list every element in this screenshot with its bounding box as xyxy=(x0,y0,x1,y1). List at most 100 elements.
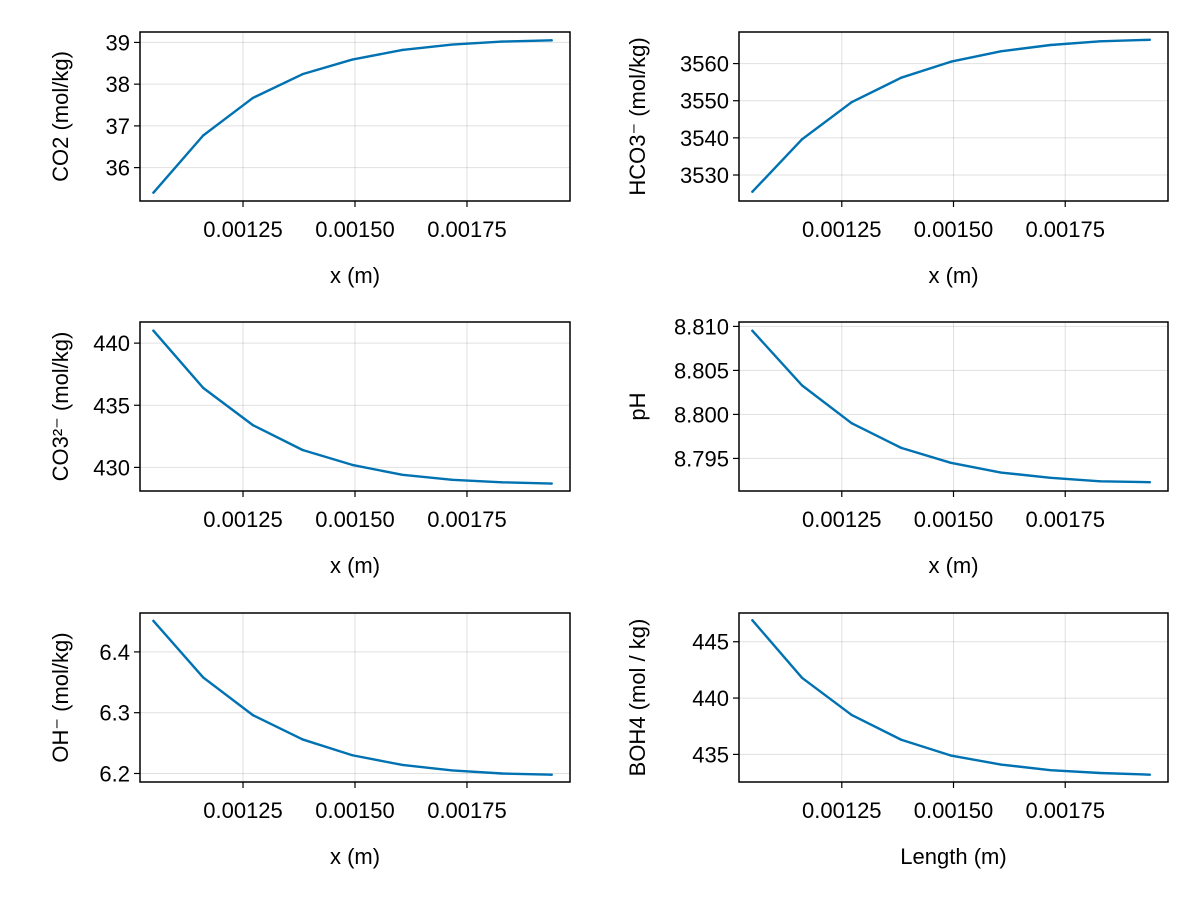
data-point xyxy=(1049,768,1052,772)
data-point xyxy=(900,76,903,79)
data-point xyxy=(550,482,553,485)
panel-hco3: 0.00125 0.00150 0.00175 3530 3540 3550 3560 x (… xyxy=(625,31,1169,288)
panel-ph: 0.00125 0.00150 0.00175 8.795 8.800 8.805 8.81… xyxy=(625,314,1169,578)
x-tick-label: 0.00125 xyxy=(802,507,882,532)
y-axis-title: HCO3⁻ (mol/kg) xyxy=(625,37,650,195)
data-point xyxy=(450,478,454,482)
series-line xyxy=(751,329,1151,484)
x-axis-title: x (m) xyxy=(928,263,978,288)
data-point xyxy=(401,473,404,477)
data-point xyxy=(201,676,205,679)
data-point xyxy=(550,773,553,776)
data-point xyxy=(201,386,205,390)
data-point xyxy=(949,461,953,465)
x-axis-title: x (m) xyxy=(330,263,380,288)
data-point xyxy=(999,50,1003,53)
data-point xyxy=(949,60,953,63)
data-point xyxy=(1098,771,1102,775)
x-tick-label: 0.00150 xyxy=(315,217,395,242)
y-tick-label: 38 xyxy=(106,72,130,97)
y-tick-label: 8.800 xyxy=(674,402,729,427)
data-point xyxy=(201,134,205,137)
y-tick-label: 430 xyxy=(93,455,130,480)
x-tick-label: 0.00125 xyxy=(802,798,882,823)
data-point xyxy=(850,101,853,104)
x-axis-title: x (m) xyxy=(330,553,380,578)
plot-frame xyxy=(738,321,1169,492)
y-tick-label: 8.810 xyxy=(674,314,729,339)
y-tick-label: 3530 xyxy=(680,163,729,188)
y-tick-label: 37 xyxy=(106,114,130,139)
y-axis-title: pH xyxy=(625,392,650,420)
data-point xyxy=(1148,38,1151,41)
data-point xyxy=(1098,480,1102,483)
x-tick-label: 0.00150 xyxy=(315,798,395,823)
x-tick-label: 0.00175 xyxy=(1025,507,1105,532)
x-tick-label: 0.00125 xyxy=(203,507,283,532)
data-point xyxy=(1148,480,1151,484)
data-point xyxy=(850,422,853,425)
plot-frame xyxy=(139,321,571,492)
data-point xyxy=(900,446,903,450)
data-point xyxy=(800,676,804,679)
y-tick-label: 3560 xyxy=(680,52,729,77)
data-point xyxy=(751,619,754,622)
data-point xyxy=(800,384,804,387)
data-point xyxy=(450,43,454,46)
data-point xyxy=(1148,773,1151,776)
y-tick-label: 39 xyxy=(106,30,130,55)
series-line xyxy=(152,329,553,485)
x-tick-label: 0.00125 xyxy=(802,217,882,242)
data-point xyxy=(351,463,354,467)
data-point xyxy=(301,448,304,452)
data-point xyxy=(152,329,155,332)
data-point xyxy=(800,138,804,141)
data-point xyxy=(999,763,1003,766)
x-tick-label: 0.00150 xyxy=(914,217,994,242)
y-tick-label: 3540 xyxy=(680,126,729,151)
y-tick-label: 6.3 xyxy=(99,701,130,726)
x-tick-label: 0.00175 xyxy=(1025,217,1105,242)
data-point xyxy=(251,96,255,100)
data-point xyxy=(351,754,354,757)
y-tick-label: 36 xyxy=(106,156,130,181)
data-point xyxy=(949,754,953,757)
y-tick-label: 8.805 xyxy=(674,358,729,383)
y-tick-label: 440 xyxy=(692,686,729,711)
data-point xyxy=(1098,40,1102,43)
x-tick-label: 0.00150 xyxy=(315,507,395,532)
x-tick-label: 0.00175 xyxy=(1025,798,1105,823)
x-axis-title: x (m) xyxy=(330,844,380,869)
series-line xyxy=(152,619,553,776)
data-point xyxy=(900,738,903,741)
series-line xyxy=(751,619,1151,776)
series-line xyxy=(152,39,553,194)
data-point xyxy=(550,39,553,42)
plot-frame xyxy=(738,31,1169,202)
data-point xyxy=(251,713,255,717)
data-point xyxy=(1049,43,1052,47)
x-tick-label: 0.00175 xyxy=(427,217,507,242)
x-tick-label: 0.00125 xyxy=(203,798,283,823)
data-point xyxy=(401,48,404,52)
data-point xyxy=(351,58,354,61)
y-tick-label: 6.2 xyxy=(99,761,130,786)
y-tick-label: 435 xyxy=(93,393,130,418)
x-tick-label: 0.00125 xyxy=(203,217,283,242)
plot-frame xyxy=(139,31,571,202)
data-point xyxy=(251,423,255,427)
x-tick-label: 0.00175 xyxy=(427,798,507,823)
y-tick-label: 435 xyxy=(692,742,729,767)
data-point xyxy=(450,769,454,772)
y-axis-title: CO3²⁻ (mol/kg) xyxy=(48,332,73,482)
y-tick-label: 3550 xyxy=(680,89,729,114)
plot-frame xyxy=(738,612,1169,783)
y-axis-title: BOH4 (mol / kg) xyxy=(625,619,650,777)
y-axis-title: CO2 (mol/kg) xyxy=(48,51,73,182)
data-point xyxy=(751,329,754,333)
data-point xyxy=(152,619,155,623)
y-axis-title: OH⁻ (mol/kg) xyxy=(48,632,73,762)
plot-frame xyxy=(139,612,571,783)
data-point xyxy=(401,763,404,767)
